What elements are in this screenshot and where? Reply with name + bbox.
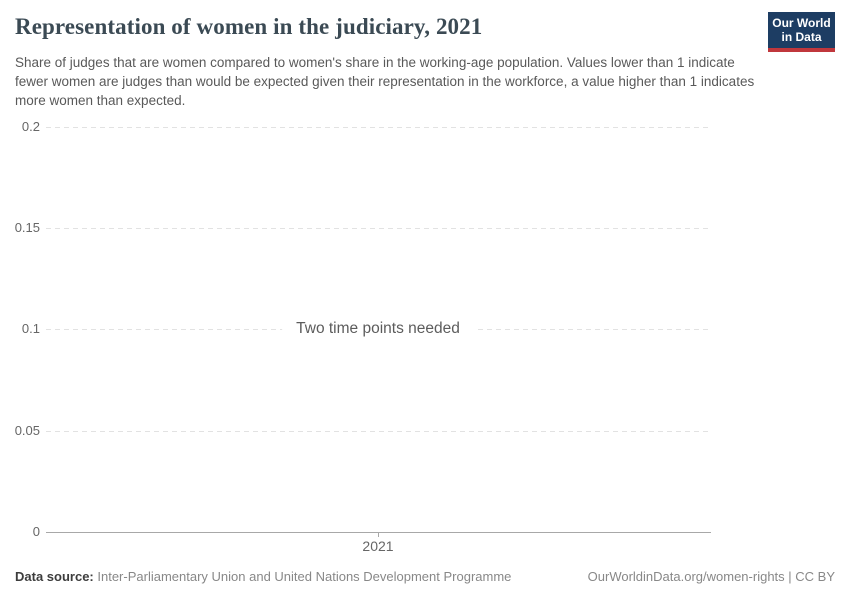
y-tick-label: 0.2 xyxy=(21,119,40,134)
y-tick-label: 0.1 xyxy=(21,321,40,336)
page-title: Representation of women in the judiciary… xyxy=(15,14,483,39)
gridline-0-05 xyxy=(46,431,711,432)
gridline-0-15 xyxy=(46,228,711,229)
owid-logo[interactable]: Our World in Data xyxy=(768,12,835,52)
owid-logo-line2: in Data xyxy=(781,30,822,44)
y-tick-label: 0.15 xyxy=(14,220,40,235)
data-source: Data source: Inter-Parliamentary Union a… xyxy=(15,569,511,584)
footer: Data source: Inter-Parliamentary Union a… xyxy=(15,569,835,584)
x-tick-label: 2021 xyxy=(362,538,394,554)
license-link[interactable]: OurWorldinData.org/women-rights | CC BY xyxy=(587,569,835,584)
y-tick-label: 0 xyxy=(32,524,40,539)
y-tick-label: 0.05 xyxy=(14,423,40,438)
gridline-0-2 xyxy=(46,127,711,128)
owid-logo-box: Our World in Data xyxy=(768,12,835,48)
owid-logo-stripe xyxy=(768,48,835,52)
x-tick-mark xyxy=(378,532,379,537)
data-source-value: Inter-Parliamentary Union and United Nat… xyxy=(97,569,512,584)
chart-subtitle: Share of judges that are women compared … xyxy=(15,55,755,109)
chart-empty-message: Two time points needed xyxy=(282,318,474,340)
owid-logo-line1: Our World xyxy=(772,15,831,30)
data-source-label: Data source: xyxy=(15,569,94,584)
license-link-container: OurWorldinData.org/women-rights | CC BY xyxy=(588,569,835,584)
